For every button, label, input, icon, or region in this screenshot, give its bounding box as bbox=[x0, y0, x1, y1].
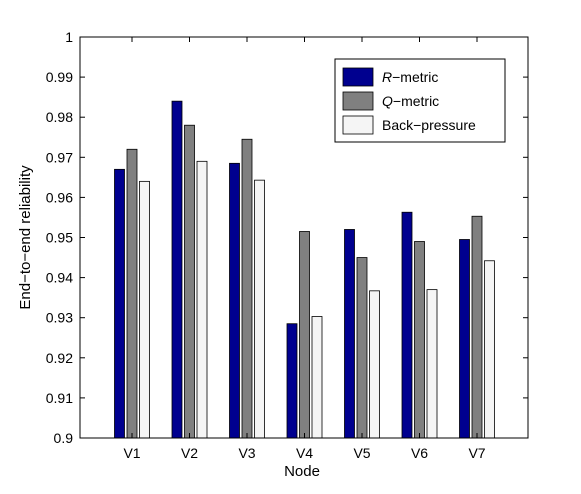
x-axis-label: Node bbox=[284, 463, 320, 480]
legend-entry-italic: Q bbox=[382, 93, 393, 109]
x-tick-label: V5 bbox=[353, 445, 370, 461]
bar-r-metric-v3 bbox=[229, 162, 240, 439]
legend-entry-text: Back−pressure bbox=[382, 117, 476, 133]
bar-back-pressure-v6 bbox=[426, 289, 438, 439]
bar-r-metric-v4 bbox=[286, 323, 298, 439]
bar-r-metric-v1 bbox=[114, 168, 125, 439]
y-tick-label: 0.97 bbox=[46, 149, 73, 165]
legend-swatch bbox=[342, 91, 374, 111]
x-tick-label: V7 bbox=[468, 445, 485, 461]
bar-q-metric-v3 bbox=[241, 138, 253, 439]
bar-q-metric-v4 bbox=[299, 231, 310, 439]
bar-back-pressure-v3 bbox=[254, 179, 265, 439]
legend-entry-italic: R bbox=[382, 69, 392, 85]
bar-q-metric-v5 bbox=[356, 257, 368, 439]
y-tick-label: 0.91 bbox=[46, 390, 73, 406]
y-tick-label: 0.96 bbox=[46, 189, 73, 205]
y-axis-ticks: 0.9 0.91 0.92 0.93 0.94 0.95 0.96 0.97 0.98 0.99 1 bbox=[46, 29, 528, 446]
y-tick-label: 0.99 bbox=[46, 69, 73, 85]
y-tick-label: 1 bbox=[65, 29, 73, 45]
x-tick-label: V4 bbox=[296, 445, 313, 461]
bar-back-pressure-v1 bbox=[139, 180, 150, 439]
bar-back-pressure-v4 bbox=[311, 316, 323, 439]
legend-swatch bbox=[342, 67, 374, 87]
x-tick-label: V3 bbox=[238, 445, 255, 461]
x-tick-label: V6 bbox=[411, 445, 428, 461]
bar-back-pressure-v5 bbox=[369, 290, 380, 439]
bar-q-metric-v7 bbox=[471, 215, 483, 439]
legend-entry-text: −metric bbox=[393, 93, 439, 109]
bar-r-metric-v6 bbox=[401, 211, 413, 439]
y-axis-label: End−to−end reliability bbox=[17, 165, 34, 310]
y-tick-label: 0.92 bbox=[46, 350, 73, 366]
legend-entry-label: R−metric bbox=[382, 69, 438, 85]
y-tick-label: 0.95 bbox=[46, 230, 73, 246]
x-tick-label: V2 bbox=[181, 445, 198, 461]
bar-r-metric-v2 bbox=[171, 100, 183, 439]
bar-r-metric-v7 bbox=[459, 239, 470, 439]
y-tick-label: 0.9 bbox=[54, 430, 74, 446]
bar-r-metric-v5 bbox=[344, 229, 355, 439]
bar-back-pressure-v7 bbox=[484, 260, 495, 439]
legend-entry-label: Back−pressure bbox=[382, 117, 476, 133]
bar-q-metric-v6 bbox=[414, 241, 425, 439]
x-tick-label: V1 bbox=[123, 445, 140, 461]
y-tick-label: 0.94 bbox=[46, 270, 73, 286]
legend-swatch bbox=[342, 115, 374, 135]
bar-q-metric-v1 bbox=[126, 148, 138, 439]
y-tick-label: 0.93 bbox=[46, 310, 73, 326]
legend-entry-text: −metric bbox=[392, 69, 438, 85]
bar-back-pressure-v2 bbox=[196, 160, 208, 439]
bar-q-metric-v2 bbox=[184, 124, 195, 439]
y-tick-label: 0.98 bbox=[46, 109, 73, 125]
x-axis-ticks: V1 V2 V3 V4 V5 V6 V7 bbox=[123, 37, 486, 461]
legend-entry-label: Q−metric bbox=[382, 93, 439, 109]
bars-group bbox=[114, 100, 495, 439]
